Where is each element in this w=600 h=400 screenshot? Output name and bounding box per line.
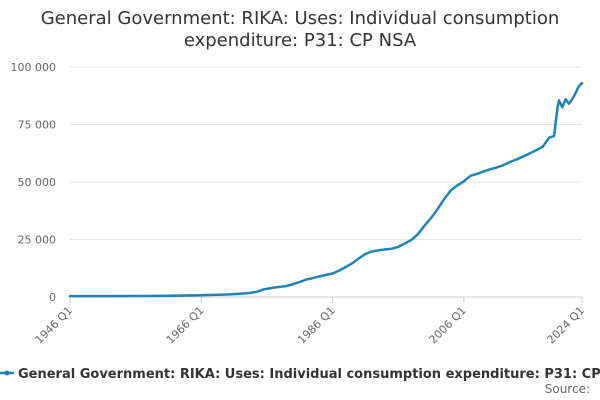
chart-title-line-1: General Government: RIKA: Uses: Individu… — [41, 8, 560, 29]
y-tick-label: 50 000 — [18, 176, 57, 189]
y-axis-tick-labels: 0 25 000 50 000 75 000 100 000 — [11, 61, 57, 304]
legend[interactable]: General Government: RIKA: Uses: Individu… — [0, 367, 600, 382]
series-layer — [68, 81, 584, 298]
y-tick-label: 75 000 — [18, 119, 57, 132]
y-tick-label: 100 000 — [11, 61, 57, 74]
y-tick-label: 0 — [49, 291, 56, 304]
legend-marker-symbol — [4, 370, 10, 376]
y-tick-label: 25 000 — [18, 234, 57, 247]
x-tick-label: 1966 Q1 — [164, 304, 207, 347]
x-tick-label: 1986 Q1 — [295, 304, 338, 347]
legend-series-label[interactable]: General Government: RIKA: Uses: Individu… — [18, 367, 600, 382]
x-tick-label: 2006 Q1 — [426, 304, 469, 347]
series-line[interactable] — [68, 81, 584, 298]
x-tick-label: 2024 Q1 — [545, 304, 588, 347]
x-axis: 1946 Q1 1966 Q1 1986 Q1 2006 Q1 2024 Q1 — [33, 297, 588, 347]
chart-title-line-2: expenditure: P31: CP NSA — [184, 30, 417, 51]
x-tick-label: 1946 Q1 — [33, 304, 76, 347]
source-label: Source: — [545, 382, 590, 396]
grid-lines — [70, 66, 582, 298]
